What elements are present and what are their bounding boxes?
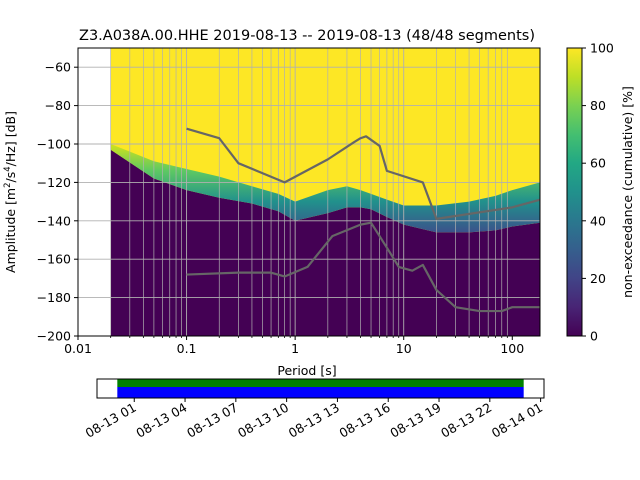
chart-title: Z3.A038A.00.HHE 2019-08-13 -- 2019-08-13… bbox=[79, 28, 535, 44]
timeline-availability-bar bbox=[117, 379, 524, 387]
psd-heatmap bbox=[78, 48, 540, 336]
x-tick-label: 1 bbox=[291, 341, 299, 356]
timeline-frame bbox=[96, 378, 545, 399]
y-tick-label: −120 bbox=[37, 175, 71, 190]
colorbar-tick-label: 60 bbox=[590, 156, 606, 171]
x-axis: 0.01 0.1 1 10 100 bbox=[64, 336, 524, 356]
y-axis-label: Amplitude [m2/s4/Hz] [dB] bbox=[3, 111, 18, 273]
x-tick-label: 0.01 bbox=[64, 341, 92, 356]
y-tick-label: −140 bbox=[37, 213, 71, 228]
timeline-tick-label: 08-13 22 bbox=[438, 400, 494, 441]
colorbar-tick-label: 100 bbox=[590, 41, 614, 56]
y-tick-label: −80 bbox=[45, 98, 71, 113]
y-axis: −200 −180 −160 −140 −120 −100 −80 −60 bbox=[37, 60, 78, 344]
y-tick-label: −200 bbox=[37, 329, 71, 344]
colorbar-tick-label: 40 bbox=[590, 213, 606, 228]
x-tick-label: 100 bbox=[500, 341, 524, 356]
x-tick-label: 0.1 bbox=[177, 341, 197, 356]
heatmap-blank-region bbox=[78, 48, 111, 336]
timeline-tick-label: 08-13 16 bbox=[337, 400, 393, 441]
reference-curves bbox=[186, 127, 540, 313]
y-tick-label: −180 bbox=[37, 290, 71, 305]
timeline-tick-label: 08-13 10 bbox=[235, 400, 291, 441]
colorbar-tick-label: 80 bbox=[590, 98, 606, 113]
colorbar-label: non-exceedance (cumulative) [%] bbox=[620, 86, 635, 298]
timeline-tick-label: 08-13 19 bbox=[387, 400, 443, 441]
y-tick-label: −160 bbox=[37, 252, 71, 267]
x-axis-label: Period [s] bbox=[277, 363, 336, 378]
y-tick-label: −60 bbox=[45, 60, 71, 75]
timeline-tick-label: 08-13 13 bbox=[286, 400, 342, 441]
colorbar-tick-label: 0 bbox=[590, 329, 598, 344]
colorbar bbox=[566, 47, 583, 337]
reference-curve-1 bbox=[186, 127, 540, 220]
colorbar-axis: 0 20 40 60 80 100 bbox=[582, 41, 614, 344]
plot-frame bbox=[77, 47, 541, 337]
grid bbox=[78, 48, 540, 336]
timeline-tick-label: 08-13 07 bbox=[184, 400, 240, 441]
heatmap-lower-region bbox=[110, 149, 540, 336]
timeline-tick-label: 08-13 04 bbox=[133, 400, 189, 441]
timeline-tick-label: 08-13 01 bbox=[83, 400, 139, 441]
colorbar-tick-label: 20 bbox=[590, 271, 606, 286]
reference-curve-2 bbox=[186, 221, 540, 313]
timeline-tick-label: 08-14 01 bbox=[489, 400, 545, 441]
timeline-segments-bar bbox=[117, 387, 524, 398]
x-tick-label: 10 bbox=[396, 341, 412, 356]
y-tick-label: −100 bbox=[37, 137, 71, 152]
